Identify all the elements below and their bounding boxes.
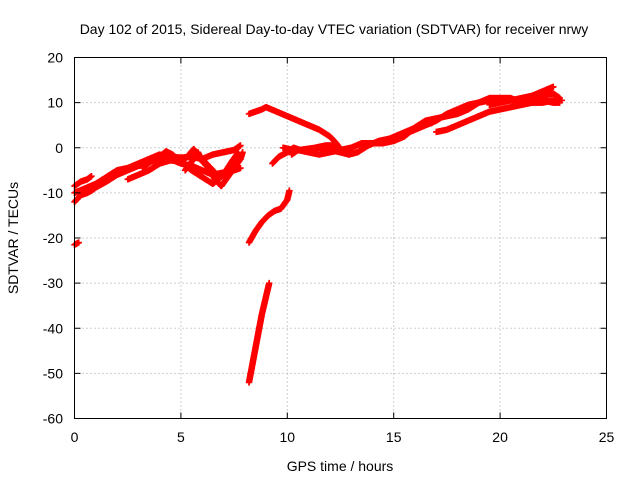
y-tick-label: -40	[43, 320, 63, 336]
chart-title: Day 102 of 2015, Sidereal Day-to-day VTE…	[80, 21, 589, 37]
data-point	[266, 279, 273, 287]
data-point	[88, 172, 95, 180]
x-tick-label: 10	[280, 429, 296, 445]
grid-lines	[74, 57, 607, 419]
data-point	[75, 239, 82, 246]
data-point	[237, 164, 244, 172]
axis-ticks: 0 5 10 15 20 25 20 10 0 -10 -20 -30 -40 -50 -60	[43, 50, 615, 446]
data-point	[556, 94, 563, 102]
y-tick-label: -50	[43, 365, 63, 381]
data-point	[239, 149, 246, 156]
x-tick-label: 20	[492, 429, 508, 445]
x-tick-label: 15	[386, 429, 402, 445]
x-tick-label: 0	[71, 429, 79, 445]
y-tick-label: -10	[43, 185, 63, 201]
y-tick-label: 20	[47, 50, 63, 66]
y-tick-label: -20	[43, 230, 63, 246]
x-tick-label: 5	[177, 429, 185, 445]
y-tick-label: 10	[47, 95, 63, 111]
data-point	[550, 83, 557, 91]
y-tick-label: -30	[43, 275, 63, 291]
data-point	[237, 142, 244, 149]
y-tick-label: 0	[55, 140, 63, 156]
x-tick-label: 25	[599, 429, 615, 445]
y-axis-label: SDTVAR / TECUs	[5, 182, 21, 294]
x-axis-label: GPS time / hours	[287, 458, 394, 474]
data-points	[71, 83, 566, 386]
data-point	[286, 187, 293, 194]
y-tick-label: -60	[43, 411, 63, 427]
